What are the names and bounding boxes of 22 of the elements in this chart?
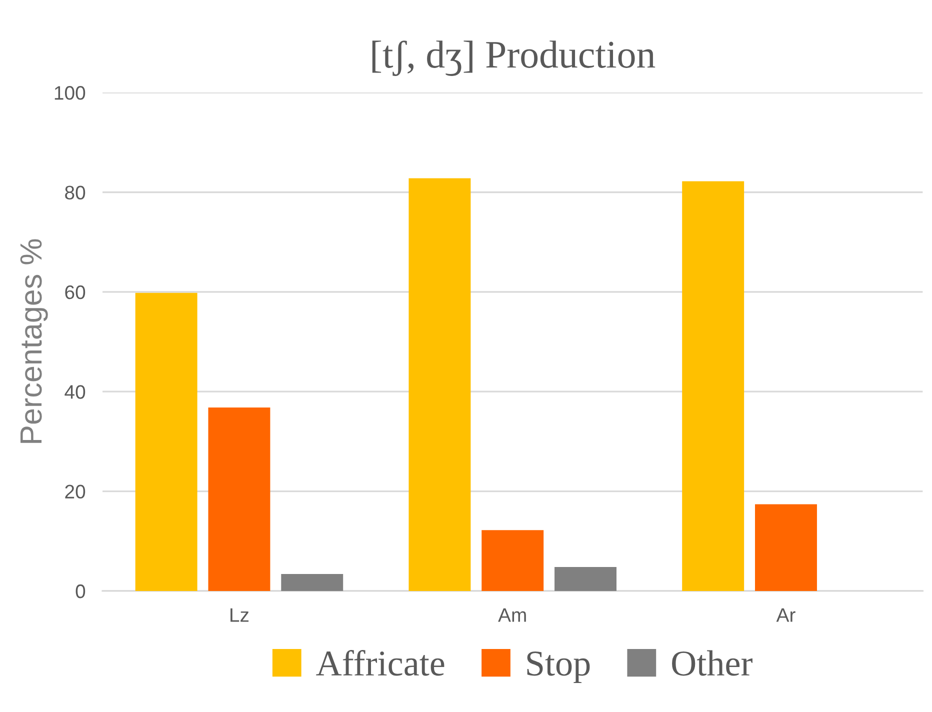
bar: [755, 504, 817, 591]
y-axis-title: Percentages %: [20, 239, 48, 443]
x-tick-label: Am: [498, 608, 526, 622]
legend-label: Stop: [527, 651, 590, 684]
bar: [281, 574, 344, 591]
chart-title: [tʃ, dʒ] Production: [372, 40, 656, 76]
y-tick-label: 0: [76, 584, 86, 598]
legend-label: Affricate: [316, 650, 444, 676]
bar: [135, 292, 198, 591]
y-tick-label: 40: [64, 385, 86, 399]
bar: [682, 181, 744, 591]
x-tick-label: Ar: [776, 608, 796, 622]
bar: [554, 567, 616, 591]
legend-label: Other: [672, 650, 752, 676]
bar: [482, 530, 544, 591]
y-tick-label: 60: [65, 285, 86, 300]
y-tick-label: 20: [65, 484, 86, 499]
bar: [208, 408, 270, 591]
y-tick-label: 100: [54, 86, 86, 100]
y-tick-label: 80: [65, 186, 86, 200]
bar: [408, 178, 471, 591]
x-tick-label: Lz: [230, 608, 249, 622]
